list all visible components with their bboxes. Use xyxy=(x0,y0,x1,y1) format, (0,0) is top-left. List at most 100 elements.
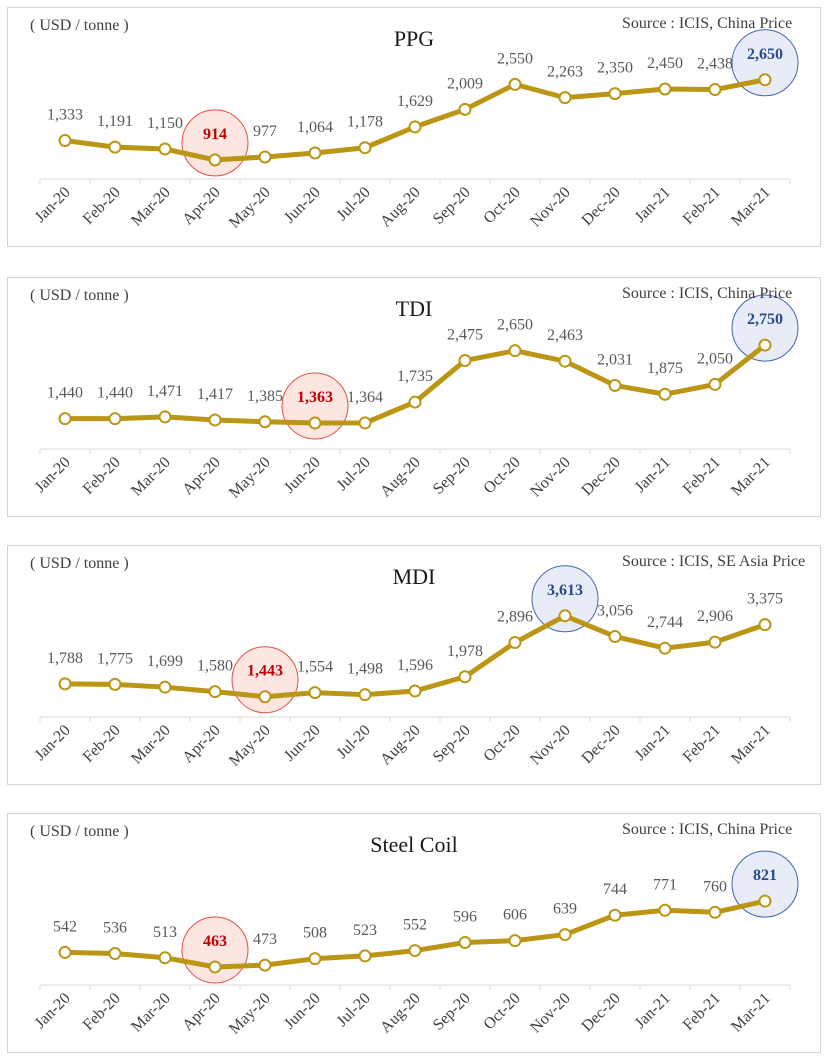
x-tick-label: Mar-21 xyxy=(728,722,774,768)
data-point xyxy=(758,894,772,908)
x-tick-label: Oct-20 xyxy=(480,722,523,765)
chart-title: PPG xyxy=(393,26,435,51)
data-point xyxy=(158,410,172,424)
data-label: 1,440 xyxy=(47,385,83,402)
data-point xyxy=(108,677,122,691)
x-tick-label: May-20 xyxy=(226,990,274,1038)
chart-title: MDI xyxy=(392,564,436,589)
x-tick-label: Feb-20 xyxy=(80,990,124,1034)
data-point xyxy=(558,928,572,942)
data-label: 552 xyxy=(403,917,427,934)
data-label: 1,875 xyxy=(647,360,683,377)
data-label: 2,350 xyxy=(597,60,633,77)
x-tick-label: Nov-20 xyxy=(527,184,574,231)
data-label: 2,744 xyxy=(647,614,683,631)
x-tick-label: Feb-21 xyxy=(680,454,724,498)
data-label: 2,650 xyxy=(497,317,533,334)
x-tick-label: Jan-20 xyxy=(32,990,74,1032)
x-tick-label: Mar-20 xyxy=(128,184,174,230)
max-highlight-circle xyxy=(731,850,799,918)
x-tick-label: Apr-20 xyxy=(179,184,223,228)
unit-label: ( USD / tonne ) xyxy=(30,17,129,34)
data-point xyxy=(158,142,172,156)
data-point xyxy=(408,944,422,958)
x-tick-label: Jun-20 xyxy=(281,184,324,227)
min-data-label: 1,443 xyxy=(247,663,283,680)
data-point xyxy=(608,908,622,922)
x-tick-label: Jul-20 xyxy=(334,990,374,1030)
x-tick-label: Mar-20 xyxy=(128,990,174,1036)
data-point xyxy=(258,958,272,972)
data-label: 1,417 xyxy=(197,386,233,403)
data-point xyxy=(758,73,772,87)
data-label: 2,475 xyxy=(447,327,483,344)
data-label: 1,498 xyxy=(347,661,383,678)
data-label: 2,263 xyxy=(547,64,583,81)
data-label: 1,440 xyxy=(97,385,133,402)
data-point xyxy=(108,140,122,154)
data-point xyxy=(358,949,372,963)
unit-label: ( USD / tonne ) xyxy=(30,823,129,840)
x-tick-label: Jan-21 xyxy=(632,722,674,764)
x-tick-label: Nov-20 xyxy=(527,990,574,1037)
x-tick-label: Oct-20 xyxy=(480,184,523,227)
data-label: 1,735 xyxy=(397,368,433,385)
x-tick-label: Mar-21 xyxy=(728,454,774,500)
data-point xyxy=(158,680,172,694)
data-point xyxy=(658,387,672,401)
max-data-label: 2,650 xyxy=(747,46,783,63)
x-tick-label: Jan-21 xyxy=(632,184,674,226)
source-label: Source : ICIS, SE Asia Price xyxy=(622,553,806,570)
data-label: 1,788 xyxy=(47,650,83,667)
x-tick-label: Jul-20 xyxy=(334,184,374,224)
data-point xyxy=(258,415,272,429)
data-point xyxy=(208,685,222,699)
data-point xyxy=(708,377,722,391)
data-label: 1,596 xyxy=(397,657,433,674)
x-tick-label: Nov-20 xyxy=(527,722,574,769)
data-point xyxy=(508,77,522,91)
max-data-label: 2,750 xyxy=(747,311,783,328)
data-label: 2,438 xyxy=(697,56,733,73)
tdi-chart-panel: ( USD / tonne ) Source : ICIS, China Pri… xyxy=(7,277,821,517)
data-point xyxy=(758,338,772,352)
data-point xyxy=(258,690,272,704)
steel-coil-chart-panel: ( USD / tonne ) Source : ICIS, China Pri… xyxy=(7,813,821,1053)
x-tick-label: Jun-20 xyxy=(281,990,324,1033)
x-tick-label: Jan-21 xyxy=(632,454,674,496)
x-tick-label: Feb-20 xyxy=(80,454,124,498)
data-point xyxy=(458,354,472,368)
data-label: 596 xyxy=(453,908,477,925)
data-label: 1,064 xyxy=(297,119,333,136)
data-point xyxy=(208,413,222,427)
x-tick-label: Jan-20 xyxy=(32,184,74,226)
data-label: 606 xyxy=(503,907,527,924)
x-tick-label: Feb-20 xyxy=(80,722,124,766)
x-tick-label: Mar-20 xyxy=(128,454,174,500)
data-label: 3,056 xyxy=(597,603,633,620)
data-point xyxy=(108,412,122,426)
x-tick-label: Aug-20 xyxy=(377,454,424,501)
x-tick-label: Dec-20 xyxy=(579,722,624,767)
max-data-label: 821 xyxy=(753,867,777,884)
data-point xyxy=(658,82,672,96)
ppg-line-chart: 1,333 1,191 1,150 914 977 1,064 1,178 1,629 2,00… xyxy=(32,29,799,232)
x-tick-label: Jun-20 xyxy=(281,454,324,497)
x-tick-label: Mar-20 xyxy=(128,722,174,768)
x-tick-label: Sep-20 xyxy=(430,184,474,228)
x-tick-label: Dec-20 xyxy=(579,184,624,229)
data-point xyxy=(758,618,772,632)
data-label: 1,580 xyxy=(197,658,233,675)
x-tick-label: Oct-20 xyxy=(480,990,523,1033)
data-label: 2,896 xyxy=(497,609,533,626)
data-point xyxy=(458,670,472,684)
x-tick-label: Aug-20 xyxy=(377,722,424,769)
data-point xyxy=(408,120,422,134)
max-highlight-circle xyxy=(731,294,799,362)
data-label: 1,978 xyxy=(447,643,483,660)
x-tick-label: Feb-20 xyxy=(80,184,124,228)
data-label: 2,463 xyxy=(547,327,583,344)
x-tick-label: Dec-20 xyxy=(579,990,624,1035)
mdi-line-chart: 1,788 1,775 1,699 1,580 1,443 1,554 1,498 1,596… xyxy=(32,565,791,770)
data-label: 1,385 xyxy=(247,388,283,405)
